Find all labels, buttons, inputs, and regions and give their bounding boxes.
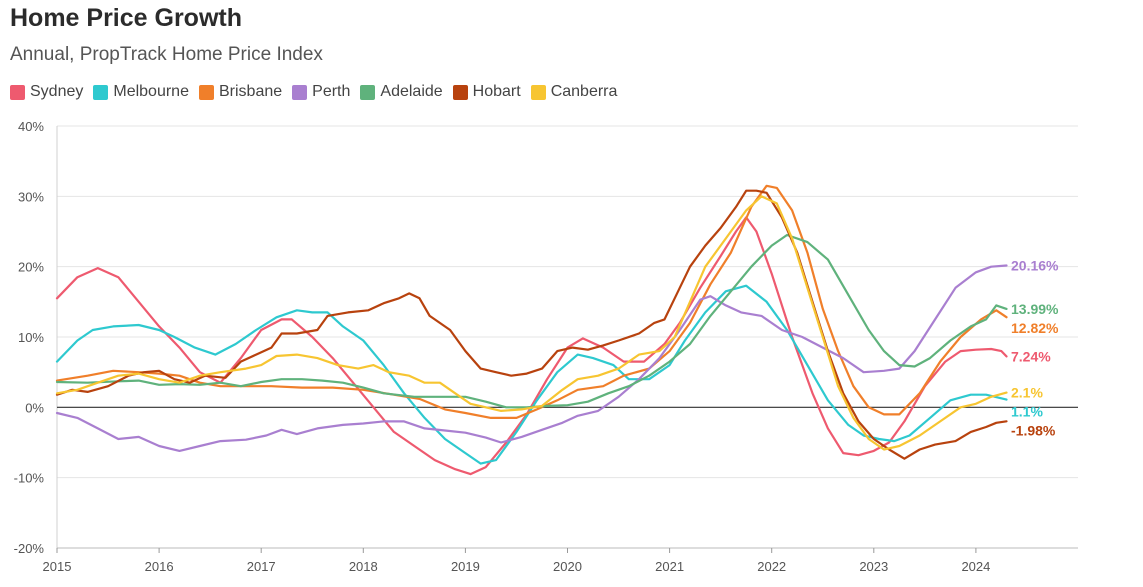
chart-title: Home Price Growth — [10, 4, 242, 32]
legend-swatch-brisbane — [198, 84, 214, 100]
legend-swatch-sydney — [10, 84, 25, 100]
y-tick-label: 40% — [18, 119, 44, 134]
legend-item-perth[interactable]: Perth — [292, 83, 350, 101]
legend-item-brisbane[interactable]: Brisbane — [198, 83, 283, 101]
legend-label-adelaide: Adelaide — [380, 83, 443, 100]
legend-label-perth: Perth — [312, 83, 351, 100]
series-line-perth — [55, 264, 1008, 452]
x-tick-label: 2019 — [451, 559, 480, 574]
legend-item-adelaide[interactable]: Adelaide — [360, 83, 443, 101]
series-line-canberra — [55, 195, 1008, 451]
y-tick-label: 30% — [18, 189, 44, 204]
legend-item-hobart[interactable]: Hobart — [452, 83, 521, 101]
y-tick-label: -20% — [14, 541, 45, 556]
x-tick-label: 2017 — [247, 559, 276, 574]
series-line-brisbane — [55, 184, 1008, 419]
legend: Sydney Melbourne Brisbane Perth Adelaide… — [10, 83, 627, 101]
y-tick-label: 10% — [18, 330, 44, 345]
y-tick-label: 0% — [25, 400, 44, 415]
series-line-adelaide — [55, 233, 1008, 409]
end-label-canberra: 2.1% — [1011, 385, 1043, 401]
x-tick-label: 2020 — [553, 559, 582, 574]
y-tick-label: 20% — [18, 260, 44, 275]
end-label-sydney: 7.24% — [1011, 348, 1051, 364]
end-label-perth: 20.16% — [1011, 258, 1059, 274]
x-tick-label: 2024 — [961, 559, 990, 574]
legend-swatch-canberra — [530, 84, 546, 100]
x-tick-label: 2018 — [349, 559, 378, 574]
legend-label-brisbane: Brisbane — [218, 83, 283, 100]
x-tick-label: 2022 — [757, 559, 786, 574]
chart-subtitle: Annual, PropTrack Home Price Index — [10, 44, 323, 65]
x-tick-label: 2016 — [145, 559, 174, 574]
series-line-hobart — [55, 189, 1008, 460]
legend-label-sydney: Sydney — [30, 83, 84, 100]
x-tick-label: 2023 — [859, 559, 888, 574]
series-line-sydney — [55, 216, 1008, 476]
legend-swatch-adelaide — [360, 84, 376, 100]
legend-label-melbourne: Melbourne — [113, 83, 189, 100]
legend-label-hobart: Hobart — [472, 83, 521, 100]
y-tick-label: -10% — [14, 471, 45, 486]
series-line-melbourne — [55, 284, 1008, 465]
legend-swatch-melbourne — [93, 84, 109, 100]
legend-swatch-perth — [292, 84, 308, 100]
legend-item-sydney[interactable]: Sydney — [10, 83, 83, 101]
x-tick-label: 2021 — [655, 559, 684, 574]
end-label-hobart: -1.98% — [1011, 423, 1056, 439]
end-label-brisbane: 12.82% — [1011, 320, 1059, 336]
legend-swatch-hobart — [452, 84, 468, 100]
legend-label-canberra: Canberra — [550, 83, 618, 100]
x-tick-label: 2015 — [43, 559, 72, 574]
legend-item-melbourne[interactable]: Melbourne — [93, 83, 189, 101]
legend-item-canberra[interactable]: Canberra — [530, 83, 618, 101]
end-label-adelaide: 13.99% — [1011, 301, 1059, 317]
end-label-melbourne: 1.1% — [1011, 404, 1043, 420]
